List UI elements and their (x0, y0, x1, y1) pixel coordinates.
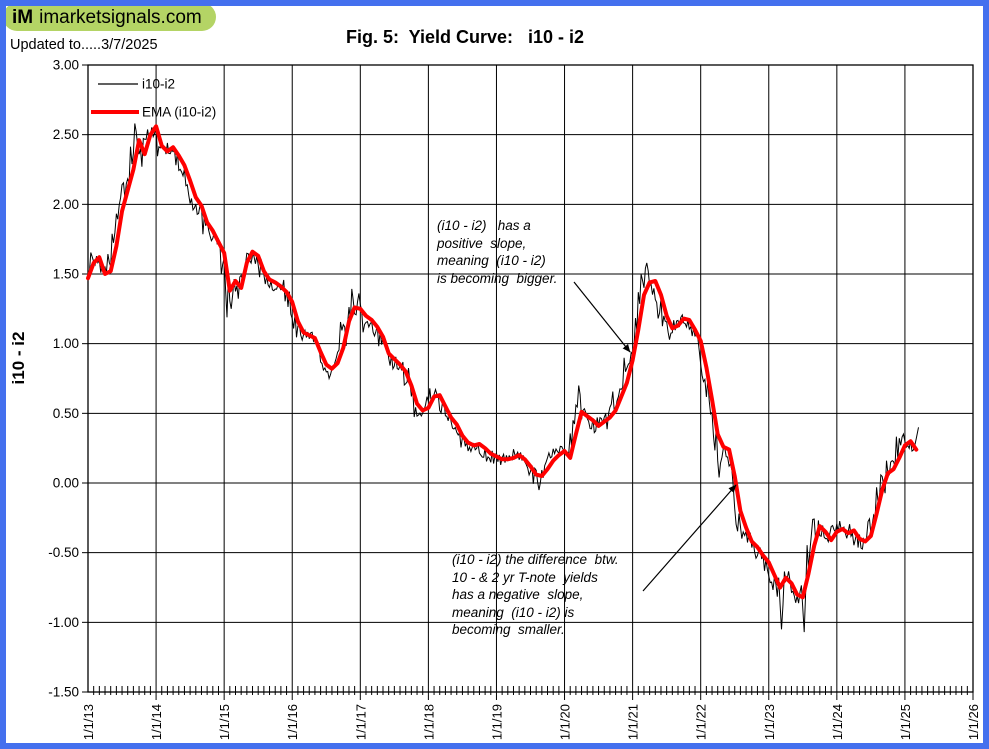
x-tick-label: 1/1/25 (898, 704, 913, 740)
y-tick-label: 3.00 (53, 58, 79, 73)
annotation-line: positive slope, (437, 235, 527, 251)
logo-pill: iM imarketsignals.com (3, 3, 216, 31)
x-tick-label: 1/1/18 (421, 704, 436, 740)
legend-label: EMA (i10-i2) (142, 105, 216, 120)
logo-im-mark: iM (12, 6, 34, 28)
x-tick-label: 1/1/16 (285, 704, 300, 740)
x-tick-label: 1/1/24 (830, 704, 845, 740)
x-tick-label: 1/1/23 (762, 704, 777, 740)
annotation-line: meaning (i10 - i2) (437, 253, 546, 268)
annotation-negative-slope: (i10 - i2) the difference btw. 10 - & 2 y… (452, 551, 619, 639)
y-tick-label: 0.50 (53, 406, 79, 421)
y-tick-label: 1.00 (53, 336, 79, 351)
chart-title: Fig. 5: Yield Curve: i10 - i2 (345, 27, 585, 47)
annotation-arrow-negative-slope (642, 484, 737, 592)
series-ema (86, 124, 919, 600)
x-tick-label: 1/1/17 (353, 704, 368, 740)
annotation-line: is becoming bigger. (437, 270, 558, 286)
x-tick-label: 1/1/22 (694, 704, 709, 740)
y-tick-label: -1.00 (48, 615, 79, 630)
x-tick-label: 1/1/26 (966, 704, 981, 740)
y-axis-title: i10 - i2 (9, 332, 28, 385)
annotation-line: becoming smaller. (452, 622, 565, 637)
series-i10-i2 (87, 123, 919, 633)
annotation-line: 10 - & 2 yr T-note yields (452, 569, 598, 585)
y-tick-label: 0.00 (53, 476, 79, 491)
annotation-line: (i10 - i2) has a (437, 218, 531, 233)
x-tick-label: 1/1/20 (558, 704, 573, 740)
annotation-line: (i10 - i2) the difference btw. (452, 552, 619, 567)
y-tick-label: -0.50 (48, 545, 79, 560)
y-tick-label: -1.50 (48, 685, 79, 700)
annotation-arrow-positive-slope (573, 281, 631, 353)
x-tick-label: 1/1/14 (149, 704, 164, 740)
updated-date-label: Updated to.....3/7/2025 (10, 37, 158, 53)
annotation-line: meaning (i10 - i2) is (452, 604, 575, 620)
legend-label: i10-i2 (142, 77, 175, 92)
x-tick-label: 1/1/15 (217, 704, 232, 740)
y-tick-label: 2.00 (53, 197, 79, 212)
annotation-positive-slope: (i10 - i2) has a positive slope, meaning (… (437, 217, 557, 287)
logo-domain-text: imarketsignals.com (39, 6, 202, 28)
x-tick-label: 1/1/21 (626, 704, 641, 740)
y-tick-label: 2.50 (53, 127, 79, 142)
x-tick-label: 1/1/13 (81, 704, 96, 740)
x-tick-label: 1/1/19 (489, 704, 504, 740)
annotation-line: has a negative slope, (452, 587, 584, 602)
plot-area: 3.00 2.50 2.00 1.50 1.00 0.50 0.00 -0.50 -1.00 -1… (48, 58, 981, 741)
y-tick-label: 1.50 (53, 267, 79, 282)
